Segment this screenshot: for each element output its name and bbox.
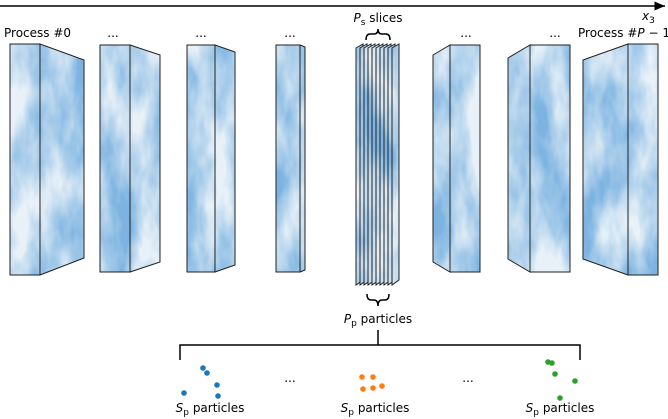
ellipsis: ...: [284, 371, 295, 385]
group-label: Sp particles: [526, 401, 595, 418]
process-last: Process #P − 1: [578, 26, 668, 40]
tree-bracket: [179, 330, 581, 360]
ellipsis: ...: [195, 26, 206, 40]
slice: [391, 43, 400, 286]
ellipsis: ...: [107, 26, 118, 40]
group-label: Sp particles: [341, 401, 410, 418]
group-label: Sp particles: [176, 401, 245, 418]
particles-label: Pp particles: [344, 312, 412, 329]
ellipsis: ...: [284, 26, 295, 40]
ellipsis: ...: [460, 26, 471, 40]
process-first: Process #0: [4, 26, 71, 40]
ellipsis: ...: [462, 371, 473, 385]
slices-label: Ps slices: [354, 11, 403, 28]
brace: [366, 293, 390, 307]
ellipsis: ...: [549, 26, 560, 40]
particle-dots: [181, 359, 578, 401]
slabs: [9, 43, 659, 286]
axis-label: x3: [641, 9, 655, 26]
brace: [365, 28, 391, 41]
